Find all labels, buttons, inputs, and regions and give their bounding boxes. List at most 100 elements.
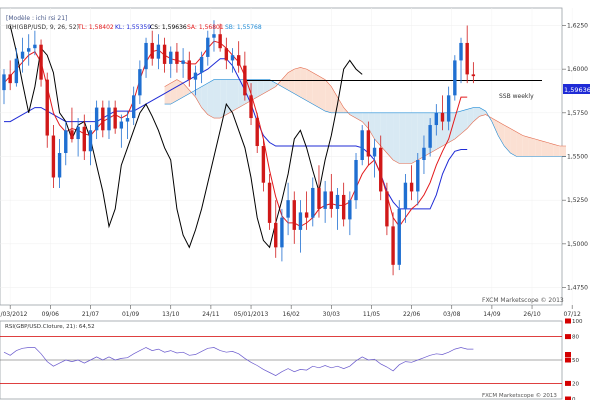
cloud-segment <box>362 112 369 129</box>
indicator-legend: ICH(GBP/USD, 9, 26, 52) TL: 1,58402 KL: … <box>6 24 262 31</box>
candle-body <box>39 44 43 80</box>
date-axis: 27/03/2012 09/06 21/07 01/09 13/10 24/11 05/01… <box>0 305 581 318</box>
candle <box>57 139 62 188</box>
cloud-segment <box>411 112 418 164</box>
candle-body <box>329 191 334 209</box>
rsi-tick-marker <box>565 318 571 324</box>
cloud-segment <box>522 135 529 157</box>
candle <box>101 100 105 138</box>
candle <box>33 30 37 56</box>
date-tick-label: 30/03 <box>323 311 340 318</box>
candle-body <box>45 79 49 136</box>
cloud-segment <box>183 83 190 98</box>
candle-body <box>144 42 148 70</box>
candle-body <box>125 118 130 122</box>
cloud-segment <box>300 67 307 101</box>
candle-body <box>416 159 420 192</box>
candle <box>379 135 383 201</box>
cloud-segment <box>553 144 560 157</box>
candle <box>70 107 74 143</box>
candle-body <box>27 48 31 52</box>
candle <box>440 95 445 131</box>
cloud-segment <box>201 83 208 115</box>
candle <box>397 200 401 271</box>
candle <box>434 104 439 136</box>
candle <box>465 25 469 84</box>
cloud-segment <box>479 107 486 117</box>
candle <box>45 72 49 148</box>
cloud-segment <box>461 109 468 134</box>
candle <box>169 46 173 78</box>
candle <box>156 34 161 70</box>
cloud-segment <box>251 79 258 101</box>
candle-body <box>354 159 358 201</box>
candle <box>422 135 426 174</box>
candle <box>82 114 86 160</box>
price-tick-label: 1,5250 <box>567 197 588 204</box>
candle-body <box>181 60 185 64</box>
cloud-segment <box>399 112 406 164</box>
cloud-segment <box>170 79 177 105</box>
price-axis: 1,6250 1,6000 1,5750 1,5500 1,5250 1,5000 1,47… <box>562 22 588 292</box>
rsi-line <box>3 347 474 377</box>
cloud-segment <box>288 69 295 94</box>
candle-body <box>428 125 432 148</box>
candle-body <box>218 34 222 49</box>
candle-body <box>366 130 371 157</box>
candlesticks <box>2 20 476 276</box>
tenkan-polyline <box>3 40 468 228</box>
candle <box>428 118 432 157</box>
candle <box>323 180 327 223</box>
price-tick-label: 1,4750 <box>567 285 588 292</box>
candle-body <box>14 58 19 84</box>
candle-body <box>434 112 439 126</box>
candle-body <box>372 147 377 157</box>
candle <box>243 51 247 101</box>
cloud-segment <box>368 112 375 140</box>
cloud-segment <box>405 112 412 164</box>
candle-body <box>187 60 191 80</box>
candle <box>311 177 315 227</box>
candle <box>409 165 414 201</box>
candle-body <box>446 95 451 122</box>
chikou-polyline <box>9 25 363 249</box>
candle <box>267 173 272 230</box>
candle <box>162 37 167 73</box>
rsi-tick-label: 20 <box>572 381 579 387</box>
cloud-segment <box>213 79 221 119</box>
candle <box>39 39 43 87</box>
candle <box>348 191 352 236</box>
candle-body <box>453 60 457 96</box>
candle-body <box>267 182 272 223</box>
cloud-segment <box>337 97 344 113</box>
candle <box>255 112 259 154</box>
candle <box>187 51 191 87</box>
candle-body <box>230 55 235 61</box>
date-tick-label: 27/03/2012 <box>0 311 28 318</box>
candle-body <box>341 194 346 220</box>
rsi-tick-label: 80 <box>572 335 579 341</box>
ssb-weekly-label: SSB weekly <box>499 93 534 100</box>
cloud-segment <box>195 86 202 108</box>
chikou-line <box>9 25 363 249</box>
candle-body <box>298 212 303 230</box>
candle-body <box>206 37 210 57</box>
date-tick-label: 26/10 <box>523 311 540 318</box>
date-tick-label: 03/08 <box>443 311 460 318</box>
candle-body <box>422 147 426 160</box>
cloud-segment <box>547 142 554 157</box>
candle <box>131 86 136 126</box>
candle <box>181 48 185 78</box>
price-tick-label: 1,6250 <box>567 22 588 29</box>
candle <box>218 23 222 52</box>
price-tick-label: 1,5000 <box>567 241 588 248</box>
cloud-segment <box>473 107 480 122</box>
cloud-segment <box>331 86 338 113</box>
cloud-segment <box>176 79 184 101</box>
candle <box>119 114 124 148</box>
cloud-segment <box>349 112 357 119</box>
cloud-segment <box>498 121 505 147</box>
candle-body <box>403 182 408 209</box>
rsi-tick-label: 100 <box>572 319 583 325</box>
